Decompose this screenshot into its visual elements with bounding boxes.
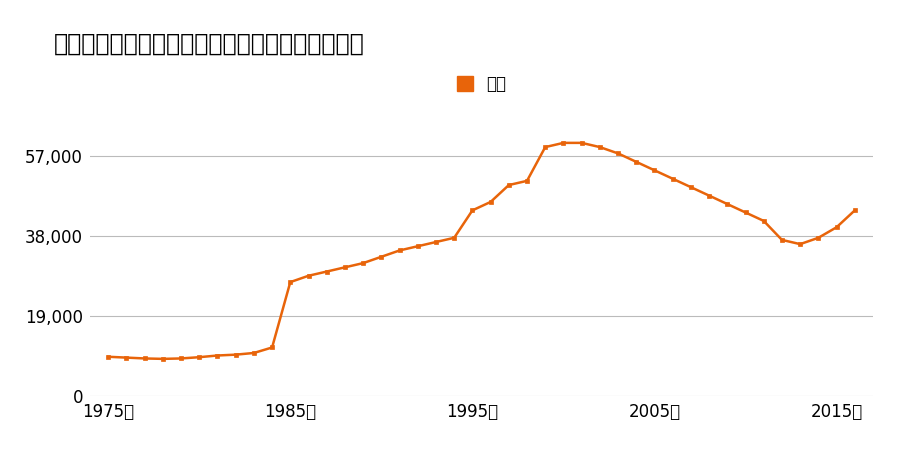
- Legend: 価格: 価格: [456, 75, 507, 93]
- Text: 福島県いわき市常磐湯本町高倉９番１の地価推移: 福島県いわき市常磐湯本町高倉９番１の地価推移: [54, 32, 364, 55]
